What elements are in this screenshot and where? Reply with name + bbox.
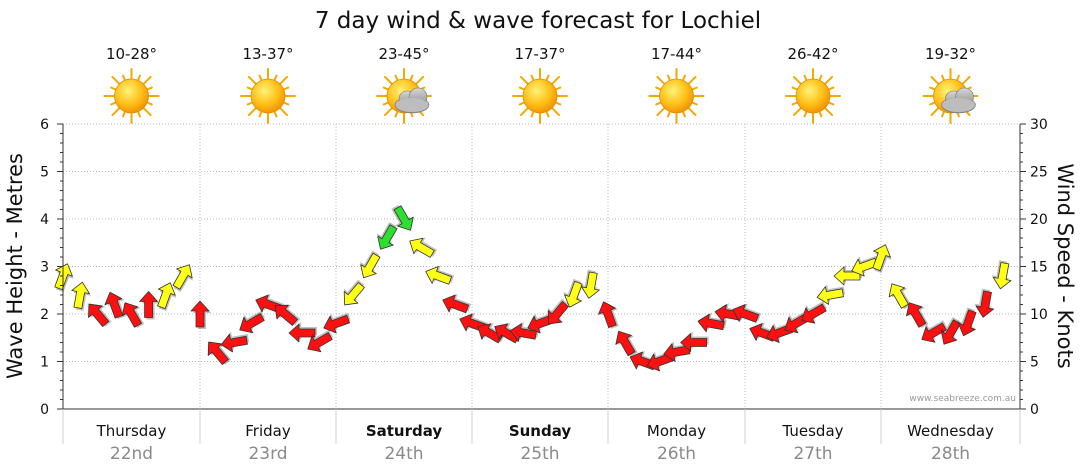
sun-cloud-icon: [922, 68, 979, 124]
sun-icon: [648, 68, 705, 124]
left-tick-label: 6: [40, 117, 49, 133]
day-name-label: Friday: [245, 422, 291, 440]
wind-arrow: [172, 264, 193, 292]
day-name-label: Tuesday: [781, 422, 843, 440]
right-tick-label: 20: [1030, 212, 1048, 228]
wind-arrow: [307, 329, 333, 353]
wind-arrow: [615, 330, 638, 357]
wind-arrow: [888, 283, 912, 309]
wind-arrow: [509, 321, 539, 342]
wind-arrow: [991, 260, 1012, 290]
day-name-label: Wednesday: [907, 422, 994, 440]
wind-arrow: [442, 293, 472, 314]
wind-arrow: [359, 250, 381, 279]
wind-arrow: [323, 312, 351, 334]
left-tick-label: 2: [40, 307, 49, 323]
wind-arrow-series: [54, 205, 1012, 372]
wind-arrow: [547, 298, 569, 325]
wind-arrow: [697, 312, 727, 333]
day-date-label: 26th: [657, 444, 696, 464]
day-date-label: 23rd: [248, 444, 287, 464]
day-temperature-range: 19-32°: [925, 45, 976, 63]
wind-arrow: [288, 322, 317, 343]
wind-arrow: [732, 303, 762, 323]
wind-arrow: [801, 301, 827, 324]
day-temperature-range: 26-42°: [787, 45, 838, 63]
wind-arrow: [239, 310, 265, 334]
left-axis-ticks: 0 1 2 3 4 5 6: [40, 117, 63, 418]
day-date-label: 27th: [793, 444, 832, 464]
day-name-label: Saturday: [366, 422, 443, 440]
day-temperature-range: 13-37°: [242, 45, 293, 63]
sun-icon: [512, 68, 568, 124]
sun-icon: [785, 68, 841, 124]
daily-forecast-row: 10-28° 13-37° 23-45° 17-37° 17-44° 26-42° 19-3…: [103, 45, 979, 124]
right-tick-label: 5: [1030, 355, 1039, 371]
wind-arrow: [157, 282, 177, 312]
day-date-label: 25th: [520, 444, 559, 464]
wind-arrow: [906, 302, 929, 328]
left-tick-label: 4: [40, 212, 49, 228]
right-tick-label: 10: [1030, 307, 1048, 323]
wind-arrow: [104, 291, 126, 320]
wind-arrow: [220, 331, 250, 353]
day-temperature-range: 17-37°: [514, 45, 565, 63]
wind-arrow: [88, 303, 112, 327]
x-axis-day-labels: Thursday 22nd Friday 23rd Saturday 24th Sunday…: [62, 409, 1021, 464]
wind-arrow: [957, 307, 977, 337]
left-axis-label: Wave Height - Metres: [3, 153, 27, 379]
wind-arrow: [680, 331, 709, 352]
watermark: www.seabreeze.com.au: [909, 394, 1016, 404]
sun-cloud-icon: [376, 68, 432, 124]
day-date-label: 22nd: [110, 444, 153, 464]
right-tick-label: 0: [1030, 402, 1039, 418]
wind-arrow: [409, 237, 437, 258]
wind-arrow: [816, 284, 846, 305]
wind-arrow: [940, 317, 961, 345]
wind-arrow: [974, 288, 995, 318]
wind-arrow: [598, 301, 619, 329]
left-tick-label: 1: [40, 355, 49, 371]
right-axis-label: Wind Speed - Knots: [1053, 163, 1077, 368]
wind-arrow: [376, 222, 398, 250]
day-date-label: 28th: [931, 444, 970, 464]
sun-icon: [240, 68, 296, 124]
right-tick-label: 15: [1030, 260, 1048, 276]
chart-title: 7 day wind & wave forecast for Lochiel: [315, 8, 761, 34]
wind-arrow: [921, 320, 948, 343]
day-temperature-range: 23-45°: [378, 45, 429, 63]
wind-arrow: [274, 304, 301, 326]
sun-icon: [103, 68, 160, 124]
day-name-label: Sunday: [509, 422, 572, 440]
day-name-label: Monday: [647, 422, 706, 440]
day-date-label: 24th: [384, 444, 423, 464]
wind-arrow: [391, 205, 414, 231]
right-tick-label: 25: [1030, 165, 1048, 181]
wind-arrow: [425, 265, 455, 285]
left-tick-label: 5: [40, 165, 49, 181]
wind-arrow: [190, 300, 211, 329]
right-tick-label: 30: [1030, 117, 1048, 133]
wind-arrow: [71, 281, 92, 311]
wind-arrow: [579, 269, 600, 299]
right-axis-ticks: 0 5 10 15 20 25 30: [1020, 117, 1048, 418]
day-temperature-range: 10-28°: [106, 45, 157, 63]
left-tick-label: 3: [40, 260, 49, 276]
wind-arrow: [343, 279, 365, 306]
wind-arrow: [872, 244, 892, 274]
wind-arrow: [563, 278, 583, 308]
wind-arrow: [833, 265, 862, 286]
left-tick-label: 0: [40, 402, 49, 418]
day-temperature-range: 17-44°: [651, 45, 702, 63]
day-name-label: Thursday: [96, 422, 167, 440]
wind-arrow: [121, 302, 145, 328]
wind-arrow: [139, 291, 160, 320]
